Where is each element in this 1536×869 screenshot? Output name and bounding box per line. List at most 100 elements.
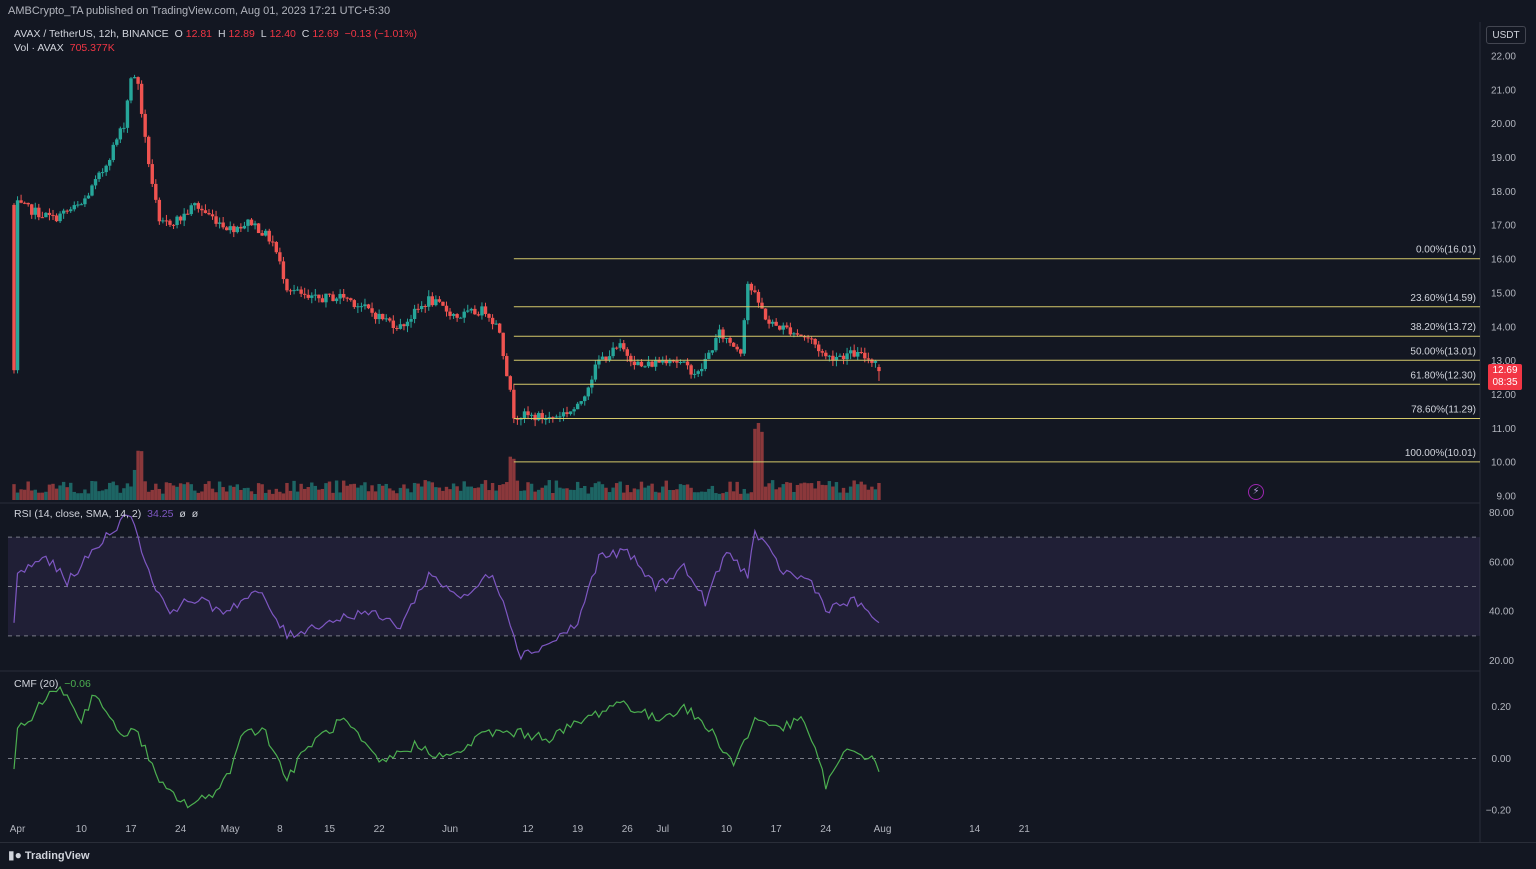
- volume-bar: [47, 484, 52, 500]
- ohlc-low-label: L: [260, 28, 267, 40]
- cmf-label[interactable]: CMF (20): [14, 678, 59, 690]
- candle-body: [292, 290, 296, 292]
- candle-body: [458, 317, 463, 319]
- volume-bar: [597, 481, 601, 500]
- volume-bar: [203, 483, 208, 500]
- volume-bar: [90, 480, 94, 500]
- volume-bar: [817, 481, 821, 500]
- volume-bar: [278, 491, 282, 500]
- volume-bar: [182, 484, 186, 500]
- candle-body: [540, 413, 544, 420]
- candle-body: [437, 299, 442, 302]
- volume-bar: [40, 492, 45, 500]
- volume-label[interactable]: Vol · AVAX: [14, 42, 64, 54]
- time-tick-label: 17: [771, 824, 783, 835]
- volume-bar: [505, 482, 509, 500]
- candle-body: [597, 359, 601, 365]
- volume-bar: [710, 485, 715, 500]
- candle-body: [494, 323, 498, 325]
- candle-body: [448, 311, 452, 316]
- volume-bar: [384, 483, 388, 500]
- candle-body: [774, 321, 778, 326]
- candle-body: [692, 373, 697, 375]
- candle-body: [770, 321, 775, 324]
- candle-body: [731, 342, 736, 347]
- price-tick-label: 16.00: [1491, 255, 1516, 266]
- volume-bar: [51, 483, 55, 500]
- candle-body: [469, 308, 474, 311]
- candle-body: [512, 389, 516, 419]
- lightning-icon[interactable]: ⚡: [1248, 484, 1264, 500]
- candle-body: [636, 361, 640, 366]
- time-tick-label: 10: [76, 824, 88, 835]
- volume-bar: [788, 482, 793, 500]
- candle-body: [380, 313, 385, 320]
- volume-bar: [448, 489, 452, 500]
- candle-body: [643, 366, 647, 368]
- candle-body: [193, 203, 197, 206]
- candle-body: [451, 314, 456, 316]
- volume-bar: [476, 487, 481, 500]
- volume-bar: [232, 486, 236, 500]
- price-tick-label: 9.00: [1497, 492, 1517, 503]
- candle-body: [69, 209, 73, 212]
- volume-bar: [671, 490, 676, 500]
- candle-body: [40, 217, 45, 219]
- candle-body: [370, 308, 374, 313]
- volume-bar: [703, 491, 707, 500]
- currency-selector-button[interactable]: USDT: [1486, 26, 1526, 44]
- rsi-tick-label: 20.00: [1489, 656, 1514, 667]
- rsi-label[interactable]: RSI (14, close, SMA, 14, 2): [14, 508, 142, 520]
- candle-body: [735, 346, 739, 350]
- fib-level-label: 38.20%(13.72): [1410, 322, 1476, 333]
- candle-body: [86, 195, 91, 199]
- volume-bar: [661, 486, 665, 500]
- candle-body: [47, 212, 52, 216]
- volume-bar: [217, 481, 222, 500]
- volume-bar: [462, 481, 466, 500]
- candle-body: [611, 347, 615, 357]
- volume-bar: [809, 483, 814, 500]
- price-tick-label: 18.00: [1491, 187, 1516, 198]
- tv-logo-text: TradingView: [24, 850, 90, 862]
- candle-body: [746, 283, 750, 321]
- candle-body: [37, 207, 41, 218]
- candle-body: [72, 205, 76, 210]
- volume-bar: [373, 491, 378, 500]
- ohlc-change: −0.13 (−1.01%): [344, 28, 417, 40]
- candle-body: [111, 144, 115, 161]
- price-tick-label: 10.00: [1491, 458, 1516, 469]
- candle-body: [384, 318, 388, 320]
- candle-body: [767, 319, 771, 324]
- candle-body: [235, 226, 240, 233]
- candle-body: [529, 414, 534, 416]
- pair-label[interactable]: AVAX / TetherUS, 12h, BINANCE: [14, 28, 169, 40]
- time-tick-label: 12: [522, 824, 534, 835]
- candle-body: [863, 352, 867, 359]
- volume-bar: [614, 483, 619, 500]
- tradingview-logo[interactable]: ▮● TradingView: [8, 848, 90, 862]
- volume-bar: [873, 489, 878, 500]
- candle-body: [419, 306, 424, 310]
- candle-body: [661, 359, 665, 363]
- candle-body: [239, 226, 243, 229]
- volume-bar: [466, 486, 470, 500]
- volume-bar: [618, 481, 622, 500]
- candle-body: [671, 360, 676, 362]
- candle-body: [324, 293, 328, 303]
- volume-bar: [767, 483, 771, 500]
- candle-body: [799, 334, 803, 337]
- volume-bar: [398, 487, 403, 500]
- candle-body: [295, 289, 300, 291]
- volume-bar: [352, 483, 357, 500]
- candle-body: [182, 213, 186, 221]
- candle-body: [444, 305, 449, 312]
- volume-bar: [565, 488, 569, 500]
- volume-bar: [76, 493, 80, 500]
- candle-body: [359, 306, 364, 308]
- volume-bar: [834, 482, 839, 500]
- candle-body: [349, 298, 353, 301]
- candle-body: [852, 350, 856, 357]
- volume-bar: [416, 483, 420, 500]
